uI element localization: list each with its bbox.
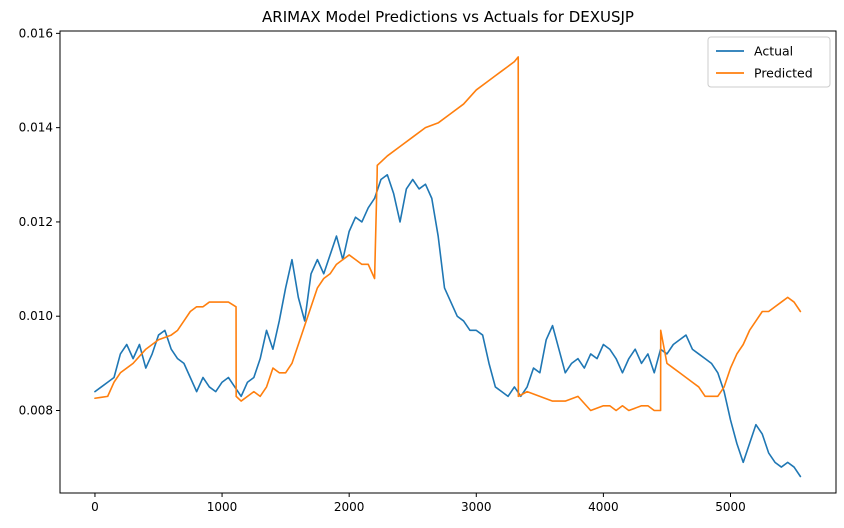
x-tick-label: 2000	[334, 500, 365, 514]
y-tick-label: 0.008	[19, 404, 53, 418]
legend-box	[707, 36, 831, 88]
x-tick-label: 4000	[588, 500, 619, 514]
x-axis: 0 1000 2000 3000 4000 5000	[91, 493, 746, 514]
x-tick-label: 0	[91, 500, 99, 514]
x-tick-label: 3000	[461, 500, 492, 514]
y-tick-label: 0.016	[19, 26, 53, 40]
legend-label-predicted: Predicted	[754, 66, 813, 81]
x-tick-label: 5000	[715, 500, 746, 514]
y-tick-label: 0.012	[19, 215, 53, 229]
legend-label-actual: Actual	[754, 44, 793, 59]
chart-title: ARIMAX Model Predictions vs Actuals for …	[262, 8, 634, 26]
series-layer	[94, 56, 802, 478]
x-tick-label: 1000	[207, 500, 238, 514]
y-tick-label: 0.014	[19, 121, 53, 135]
legend: Actual Predicted	[707, 36, 831, 88]
y-tick-label: 0.010	[19, 309, 53, 323]
series-line-actual	[94, 173, 802, 478]
y-axis: 0.008 0.010 0.012 0.014 0.016	[19, 26, 60, 418]
series-line-predicted	[94, 56, 802, 412]
plot-area-frame	[59, 30, 837, 494]
